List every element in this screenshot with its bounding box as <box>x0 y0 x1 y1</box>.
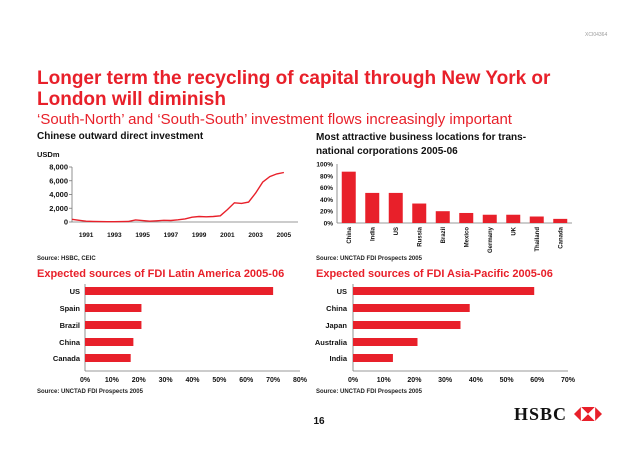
y-tick-label: 8,000 <box>49 163 68 172</box>
category-label: Brazil <box>60 321 80 330</box>
bar-canada <box>85 354 131 362</box>
category-label: Japan <box>325 321 347 330</box>
y-tick-label: 40% <box>320 197 333 204</box>
category-label: China <box>326 304 348 313</box>
chart-latam-title: Expected sources of FDI Latin America 20… <box>37 268 285 280</box>
bar-uk <box>506 214 521 223</box>
y-tick-label: 20% <box>320 209 333 216</box>
hsbc-logo-text: HSBC <box>514 404 567 424</box>
x-tick-label: 80% <box>293 377 308 384</box>
y-tick-label: 100% <box>316 162 333 169</box>
bar-us <box>85 287 274 295</box>
chart-locations-title: Most attractive business locations for t… <box>316 132 527 157</box>
bar-thailand <box>529 216 544 223</box>
y-tick-label: 2,000 <box>49 204 68 213</box>
bar-china <box>341 171 356 223</box>
bar-mexico <box>459 212 474 223</box>
category-label: India <box>370 226 376 241</box>
x-tick-label: 1993 <box>107 232 122 239</box>
y-axis-unit-label: USDm <box>37 150 60 159</box>
slide-subtitle: ‘South-North’ and ‘South-South’ investme… <box>37 111 512 128</box>
category-label: UK <box>511 226 517 235</box>
category-label: Brazil <box>441 227 447 244</box>
category-label: Thailand <box>535 227 541 252</box>
bar-us <box>353 287 535 295</box>
x-tick-label: 0% <box>348 377 359 384</box>
x-tick-label: 1995 <box>135 232 150 239</box>
category-label: Germany <box>488 226 494 253</box>
hsbc-logo: HSBC <box>514 404 602 424</box>
slide-title: Longer term the recycling of capital thr… <box>37 68 551 110</box>
bar-spain <box>85 304 142 312</box>
category-label: Russia <box>417 226 423 246</box>
x-tick-label: 60% <box>530 377 545 384</box>
y-tick-label: 0% <box>324 221 334 228</box>
x-tick-label: 40% <box>185 377 200 384</box>
bar-australia <box>353 338 418 346</box>
x-tick-label: 1997 <box>164 232 179 239</box>
bar-germany <box>482 214 497 223</box>
x-tick-label: 2003 <box>248 232 263 239</box>
x-tick-label: 20% <box>132 377 147 384</box>
category-label: China <box>347 226 353 243</box>
bar-india <box>353 354 393 362</box>
bar-india <box>365 192 380 223</box>
x-tick-label: 40% <box>469 377 484 384</box>
y-tick-label: 6,000 <box>49 176 68 185</box>
y-tick-label: 4,000 <box>49 190 68 199</box>
y-tick-label: 80% <box>320 173 333 180</box>
chart-odi-source: Source: HSBC, CEIC <box>37 256 96 262</box>
bar-china <box>353 304 470 312</box>
chart-asia-title: Expected sources of FDI Asia-Pacific 200… <box>316 268 553 280</box>
category-label: Canada <box>558 226 564 248</box>
x-tick-label: 2005 <box>277 232 292 239</box>
x-tick-label: 70% <box>561 377 576 384</box>
category-label: US <box>70 287 80 296</box>
category-label: Canada <box>53 354 81 363</box>
page-number: 16 <box>313 416 325 427</box>
category-label: Mexico <box>464 227 470 248</box>
bar-canada <box>553 218 568 223</box>
hexagon-icon <box>574 406 602 422</box>
chart-odi-title: Chinese outward direct investment <box>37 131 204 142</box>
x-tick-label: 70% <box>266 377 281 384</box>
x-tick-label: 1999 <box>192 232 207 239</box>
x-tick-label: 2001 <box>220 232 235 239</box>
x-tick-label: 10% <box>377 377 392 384</box>
bar-russia <box>412 203 427 223</box>
chart-locations-source: Source: UNCTAD FDI Prospects 2005 <box>316 256 422 262</box>
x-tick-label: 1991 <box>79 232 94 239</box>
odi-line <box>71 171 285 223</box>
x-tick-label: 30% <box>438 377 453 384</box>
x-tick-label: 30% <box>159 377 174 384</box>
category-label: China <box>59 338 81 347</box>
bar-brazil <box>435 211 450 223</box>
x-tick-label: 20% <box>407 377 422 384</box>
x-tick-label: 50% <box>500 377 515 384</box>
category-label: US <box>337 287 347 296</box>
y-tick-label: 0 <box>64 218 68 227</box>
document-code: XCI04364 <box>585 32 608 38</box>
chart-asia-source: Source: UNCTAD FDI Prospects 2005 <box>316 389 422 395</box>
category-label: US <box>394 227 400 235</box>
x-tick-label: 50% <box>212 377 227 384</box>
category-label: India <box>329 354 347 363</box>
chart-latam-source: Source: UNCTAD FDI Prospects 2005 <box>37 389 143 395</box>
bar-china <box>85 338 134 346</box>
x-tick-label: 0% <box>80 377 91 384</box>
y-tick-label: 60% <box>320 185 333 192</box>
bar-brazil <box>85 321 142 329</box>
x-tick-label: 60% <box>239 377 254 384</box>
x-tick-label: 10% <box>105 377 120 384</box>
category-label: Spain <box>60 304 81 313</box>
bar-japan <box>353 321 461 329</box>
bar-us <box>388 192 403 223</box>
category-label: Australia <box>315 338 348 347</box>
